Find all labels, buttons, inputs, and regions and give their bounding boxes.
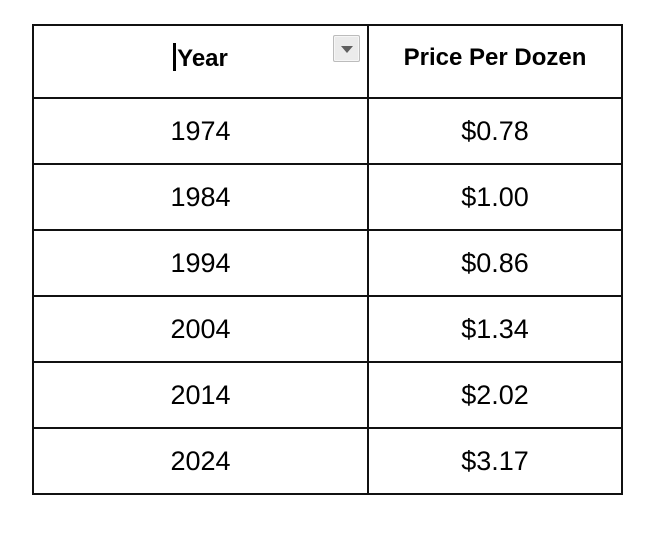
table-row: 2014 $2.02: [32, 361, 623, 429]
year-cell[interactable]: 2024: [32, 427, 369, 495]
year-cell[interactable]: 2004: [32, 295, 369, 363]
year-sort-dropdown-button[interactable]: [333, 35, 360, 62]
year-cell[interactable]: 2014: [32, 361, 369, 429]
table-row: 2004 $1.34: [32, 295, 623, 363]
price-cell[interactable]: $3.17: [367, 427, 623, 495]
year-cell[interactable]: 1974: [32, 97, 369, 165]
table-row: 1974 $0.78: [32, 97, 623, 165]
price-header-cell[interactable]: Price Per Dozen: [367, 24, 623, 99]
year-cell[interactable]: 1994: [32, 229, 369, 297]
price-cell[interactable]: $0.86: [367, 229, 623, 297]
header-row: Year Price Per Dozen: [32, 24, 623, 99]
year-header-label: Year: [177, 44, 228, 72]
table-row: 1994 $0.86: [32, 229, 623, 297]
price-table: Year Price Per Dozen 1974 $0.78 1984 $1.…: [32, 24, 623, 495]
price-cell[interactable]: $1.34: [367, 295, 623, 363]
price-cell[interactable]: $0.78: [367, 97, 623, 165]
price-cell[interactable]: $1.00: [367, 163, 623, 231]
table-row: 2024 $3.17: [32, 427, 623, 495]
text-caret-icon: [173, 42, 177, 71]
price-header-label: Price Per Dozen: [403, 43, 587, 71]
price-cell[interactable]: $2.02: [367, 361, 623, 429]
dropdown-arrow-icon: [340, 45, 353, 53]
year-header-cell[interactable]: Year: [32, 24, 369, 99]
table-row: 1984 $1.00: [32, 163, 623, 231]
year-cell[interactable]: 1984: [32, 163, 369, 231]
